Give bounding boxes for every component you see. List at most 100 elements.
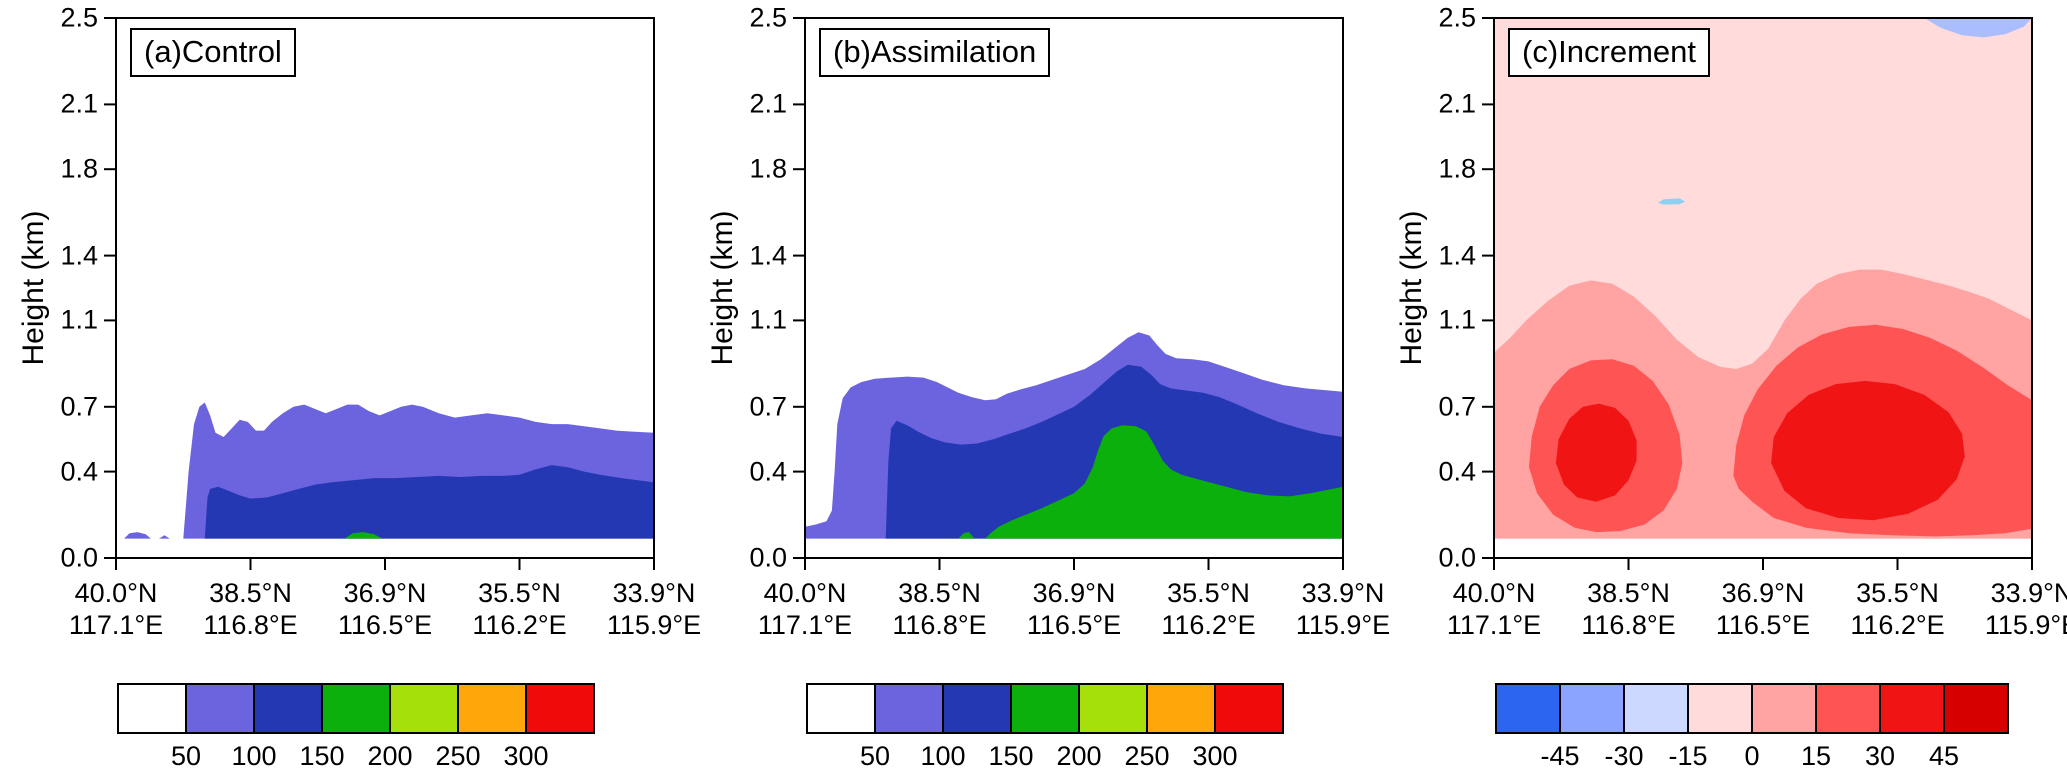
x-tick-lon: 116.8°E [1581,610,1676,640]
x-tick-lon: 116.8°E [892,610,987,640]
y-tick-label: 1.8 [60,153,98,184]
x-tick-lon: 116.8°E [203,610,298,640]
x-tick-lat: 38.5°N [1587,578,1670,608]
y-tick-label: 1.4 [60,240,98,271]
y-tick-label: 0.0 [749,542,787,573]
y-tick-label: 0.4 [60,456,98,487]
y-tick-label: 1.4 [749,240,787,271]
x-tick-lon: 116.2°E [1161,610,1256,640]
contour-layer [124,402,654,539]
colorbar-label: 50 [170,741,202,771]
colorbar-label: -30 [1604,741,1644,771]
colorbar-label: 50 [859,741,891,771]
colorbar-label: 200 [367,741,413,771]
x-tick-lon: 115.9°E [1295,610,1391,640]
colorbar-label: 250 [435,741,481,771]
contour-ge-150 [344,532,383,539]
panel-(c)Increment [1482,17,2033,570]
y-tick-label: 0.7 [749,391,787,422]
x-tick-lat: 36.9°N [1721,578,1805,608]
contour-ge-50-blip-1 [124,532,151,539]
y-tick-label: 0.4 [1438,456,1476,487]
colorbar-segment [874,683,944,734]
x-tick-lon: 117.1°E [1446,610,1542,640]
y-tick-label: 2.1 [749,88,787,119]
colorbar-label: 30 [1864,741,1896,771]
colorbar-segment [457,683,527,734]
colorbar-label: 300 [1192,741,1238,771]
colorbar-segment [1943,683,2009,734]
x-tick-lon: 115.9°E [606,610,702,640]
x-tick-lat: 40.0°N [74,578,158,608]
x-tick-lat: 33.9°N [1301,578,1385,608]
colorbar-segment [525,683,595,734]
x-tick-lat: 35.5°N [478,578,561,608]
x-tick-lat: 40.0°N [763,578,847,608]
y-tick-label: 2.1 [60,88,98,119]
x-tick-lon: 117.1°E [757,610,853,640]
y-tick-label: 1.4 [1438,240,1476,271]
x-tick-lat: 36.9°N [343,578,427,608]
colorbar-segment [942,683,1012,734]
contour-pos-gt-45-core-right [1771,380,1965,521]
colorbar-label: -15 [1668,741,1708,771]
panel-(a)Control [104,17,655,570]
x-tick-lat: 36.9°N [1032,578,1116,608]
panel-title: (b)Assimilation [819,28,1051,77]
x-tick-lat: 40.0°N [1452,578,1536,608]
y-tick-label: 0.0 [60,542,98,573]
y-axis-title: Height (km) [1395,210,1428,366]
y-tick-label: 2.5 [60,2,98,33]
colorbar [1495,683,2009,734]
colorbar [117,683,595,734]
colorbar-label: 150 [299,741,345,771]
contour-neg-blob-top-right [1924,18,2032,38]
x-tick-lat: 33.9°N [1990,578,2067,608]
colorbar-label: 15 [1800,741,1832,771]
panel-title: (a)Control [130,28,296,77]
x-tick-lat: 33.9°N [612,578,696,608]
colorbar-label: 100 [231,741,277,771]
colorbar-segment [389,683,459,734]
y-tick-label: 1.8 [1438,153,1476,184]
y-axis-title: Height (km) [706,210,739,366]
y-tick-label: 2.1 [1438,88,1476,119]
colorbar-segment [1214,683,1284,734]
colorbar-label: 100 [920,741,966,771]
colorbar-label: 250 [1124,741,1170,771]
y-tick-label: 2.5 [1438,2,1476,33]
contour-pos-gt-45-core-left [1555,403,1637,502]
contour-ge-50-blip-2 [159,535,170,539]
colorbar-segment [1687,683,1753,734]
x-tick-lon: 116.5°E [1715,610,1811,640]
y-tick-label: 0.7 [60,391,98,422]
y-axis-title: Height (km) [17,210,50,366]
colorbar-label: 200 [1056,741,1102,771]
x-tick-lat: 38.5°N [209,578,292,608]
x-tick-lat: 35.5°N [1856,578,1939,608]
colorbar-label: 0 [1744,741,1760,771]
x-tick-lon: 116.5°E [1026,610,1122,640]
colorbar-label: -45 [1540,741,1580,771]
x-tick-lat: 38.5°N [898,578,981,608]
x-tick-lon: 116.5°E [337,610,433,640]
y-tick-label: 0.0 [1438,542,1476,573]
panel-(b)Assimilation [793,17,1344,570]
colorbar-segment [321,683,391,734]
contour-ge-150-main [985,425,1343,539]
colorbar-segment [1495,683,1561,734]
x-tick-lat: 35.5°N [1167,578,1250,608]
colorbar-segment [253,683,323,734]
x-tick-lon: 117.1°E [68,610,164,640]
contour-layer [805,332,1343,539]
colorbar-label: 45 [1928,741,1960,771]
y-tick-label: 1.1 [1438,304,1476,335]
y-tick-label: 0.7 [1438,391,1476,422]
panel-title: (c)Increment [1508,28,1710,77]
y-tick-label: 2.5 [749,2,787,33]
colorbar [806,683,1284,734]
y-tick-label: 1.1 [60,304,98,335]
